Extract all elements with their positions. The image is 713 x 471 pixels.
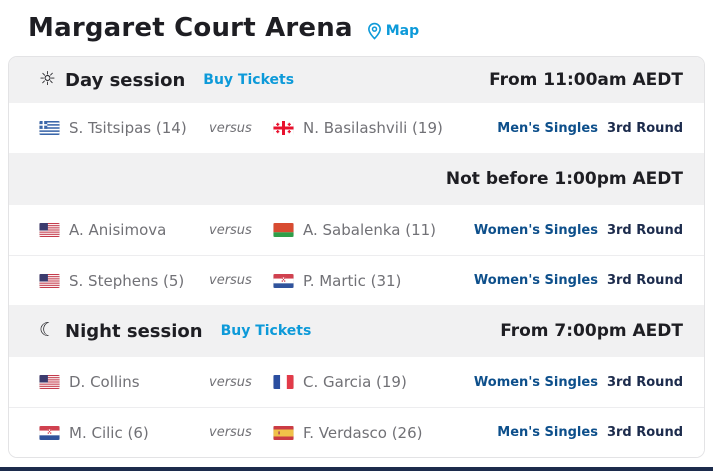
player-name: M. Cilic (6) [69,423,149,442]
map-link[interactable]: Map [367,22,419,40]
event-link[interactable]: Women's Singles [473,374,598,390]
player-1: S. Tsitsipas (14) [39,119,209,137]
player-1: A. Anisimova [39,221,209,239]
night-buy-tickets-link[interactable]: Buy Tickets [220,323,312,339]
round-label: 3rd Round [606,120,683,136]
page-header: Margaret Court Arena Map [0,0,713,52]
player-name: D. Collins [69,373,140,391]
player-1: S. Stephens (5) [39,272,209,290]
map-link-label[interactable]: Map [385,23,420,39]
match-meta: Men's Singles 3rd Round [497,121,683,136]
event-link[interactable]: Women's Singles [473,273,598,288]
usa-flag-icon [39,223,60,237]
player-name: S. Stephens (5) [69,271,185,290]
player-name: S. Tsitsipas (14) [69,119,187,137]
match-row-stephens-martic[interactable]: S. Stephens (5) versus P. Martic (31) Wo… [9,255,704,305]
player-name: A. Sabalenka (11) [303,221,437,239]
usa-flag-icon [39,375,60,389]
usa-flag-icon [39,273,60,288]
player-2: P. Martic (31) [273,272,474,290]
greece-flag-icon [39,121,60,135]
round-label: 3rd Round [606,425,683,440]
day-session-header: ☼ Day session Buy Tickets From 11:00am A… [9,57,704,103]
round-label: 3rd Round [606,222,683,238]
georgia-flag-icon [273,121,294,135]
match-meta: Women's Singles 3rd Round [474,375,683,390]
round-label: 3rd Round [606,374,683,390]
player-1: M. Cilic (6) [39,424,209,442]
belarus-flag-icon [273,223,294,237]
match-row-cilic-verdasco[interactable]: M. Cilic (6) versus F. Verdasco (26) Men… [9,407,704,457]
player-2: N. Basilashvili (19) [273,119,497,137]
event-link[interactable]: Men's Singles [497,425,598,440]
not-before-time: Not before 1:00pm AEDT [445,169,683,189]
player-name: C. Garcia (19) [303,373,407,391]
versus-label: versus [209,273,252,288]
match-meta: Women's Singles 3rd Round [474,223,683,238]
footer-divider-bar [0,467,713,471]
versus-label: versus [209,222,252,238]
day-session-label: Day session [65,69,186,91]
sun-icon: ☼ [39,67,57,90]
round-label: 3rd Round [606,273,683,288]
not-before-header: Not before 1:00pm AEDT [9,153,704,205]
croatia-flag-icon [273,273,294,288]
croatia-flag-icon [39,425,60,440]
match-meta: Women's Singles 3rd Round [474,273,683,288]
night-session-time: From 7:00pm AEDT [500,321,683,341]
spain-flag-icon [273,425,294,440]
event-link[interactable]: Men's Singles [497,120,598,136]
day-buy-tickets-link[interactable]: Buy Tickets [203,72,295,88]
player-2: A. Sabalenka (11) [273,221,474,239]
versus-label: versus [209,374,252,390]
match-row-collins-garcia[interactable]: D. Collins versus C. Garcia (19) Women's… [9,357,704,407]
france-flag-icon [273,375,294,389]
page-title: Margaret Court Arena [28,13,353,43]
event-link[interactable]: Women's Singles [473,222,598,238]
arena-schedule-card: ☼ Day session Buy Tickets From 11:00am A… [8,56,705,458]
night-session-header: ☾ Night session Buy Tickets From 7:00pm … [9,305,704,357]
match-row-anisimova-sabalenka[interactable]: A. Anisimova versus A. Sabalenka (11) Wo… [9,205,704,255]
match-meta: Men's Singles 3rd Round [497,425,683,440]
moon-icon: ☾ [39,318,57,341]
player-name: P. Martic (31) [303,271,402,290]
player-name: N. Basilashvili (19) [303,119,443,137]
match-row-tsitsipas-basilashvili[interactable]: S. Tsitsipas (14) versus N. Basilashvili… [9,103,704,153]
night-session-label: Night session [65,320,203,342]
player-1: D. Collins [39,373,209,391]
versus-label: versus [209,425,252,440]
player-name: A. Anisimova [69,221,167,239]
player-2: C. Garcia (19) [273,373,474,391]
day-session-time: From 11:00am AEDT [489,70,683,90]
player-name: F. Verdasco (26) [303,423,423,442]
player-2: F. Verdasco (26) [273,424,497,442]
map-pin-icon [367,22,382,40]
versus-label: versus [209,120,252,136]
